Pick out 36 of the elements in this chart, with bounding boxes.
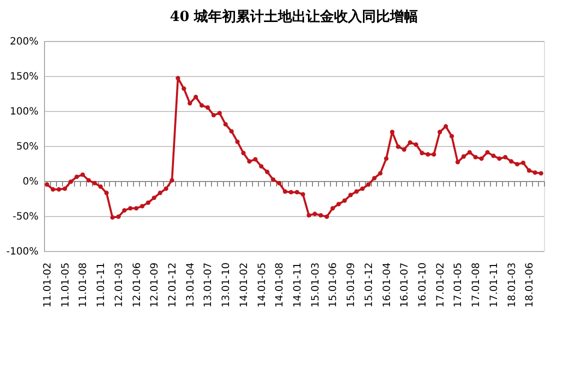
x-tick-label: 12.01-12: [167, 262, 178, 308]
x-tick-label: 16.01-10: [417, 262, 428, 308]
y-tick-label: -50%: [12, 212, 38, 222]
x-tick-label: 13.01-04: [185, 262, 196, 308]
x-tick-label: 14.01-08: [274, 262, 286, 308]
x-tick-label: 12.01-09: [150, 262, 161, 308]
x-tick-label: 13.01-07: [203, 262, 214, 308]
y-tick-label: 150%: [10, 72, 38, 82]
x-tick-label: 16.01-07: [400, 262, 411, 308]
x-tick-label: 11.01-08: [78, 262, 90, 308]
x-tick-label: 14.01-02: [238, 262, 250, 308]
x-tick-label: 13.01-10: [221, 262, 232, 308]
x-tick-label: 17.01-11: [488, 262, 500, 308]
x-tick-label: 11.01-02: [42, 262, 54, 308]
x-tick-label: 18.01-06: [524, 262, 536, 308]
x-tick-label: 17.01-05: [453, 262, 464, 308]
y-tick-label: -100%: [6, 246, 38, 258]
x-tick-label: 12.01-03: [114, 262, 125, 308]
y-tick-label: 200%: [10, 36, 38, 48]
x-tick-label: 15.01-09: [346, 262, 358, 308]
x-tick-label: 17.01-02: [435, 262, 446, 308]
x-tick-label: 18.01-03: [506, 262, 518, 308]
y-tick-label: 50%: [16, 142, 38, 152]
chart-title: 40 城年初累计土地出让金收入同比增幅: [170, 8, 418, 25]
x-tick-label: 14.01-11: [292, 262, 304, 308]
x-tick-label: 12.01-06: [132, 262, 143, 308]
y-tick-label: 100%: [10, 106, 38, 118]
x-tick-label: 14.01-05: [256, 262, 268, 308]
x-tick-label: 15.01-03: [310, 262, 322, 308]
x-tick-label: 15.01-12: [364, 262, 375, 308]
x-tick-label: 16.01-04: [382, 262, 393, 308]
x-tick-label: 15.01-06: [328, 262, 340, 308]
x-tick-label: 11.01-11: [96, 262, 108, 308]
y-tick-label: 0%: [22, 176, 38, 188]
x-tick-label: 11.01-05: [60, 262, 72, 308]
x-tick-label: 17.01-08: [471, 262, 482, 308]
